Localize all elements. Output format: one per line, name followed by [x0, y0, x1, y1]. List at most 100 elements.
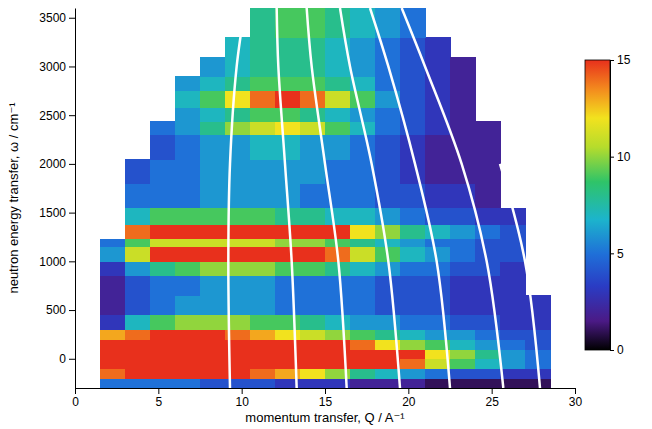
heatmap-cell: [150, 224, 176, 239]
trajectory-line: [500, 164, 540, 388]
trajectory-line: [340, 8, 400, 388]
colorbar-axis: 0 5 10 15: [610, 53, 631, 357]
heatmap-cell: [100, 349, 126, 359]
heatmap-cell: [300, 247, 326, 262]
heatmap-cell: [300, 208, 326, 225]
heatmap-cell: [500, 224, 526, 239]
y-tick: 3500: [39, 11, 75, 25]
heatmap-cell: [250, 208, 276, 225]
heatmap-cell: [125, 359, 151, 369]
heatmap-cell: [200, 107, 226, 121]
heatmap-cell: [425, 369, 451, 379]
heatmap-cell: [475, 349, 501, 359]
heatmap-cell: [125, 183, 151, 208]
heatmap-cell: [325, 208, 351, 225]
heatmap-cell: [325, 57, 351, 77]
colorbar-tick-label: 15: [617, 53, 631, 67]
heatmap-cell: [475, 369, 501, 379]
heatmap-cell: [125, 378, 151, 388]
heatmap-cell: [400, 208, 426, 225]
y-tick-mark: [69, 164, 75, 165]
heatmap-cell: [475, 239, 501, 247]
heatmap-cell: [275, 330, 301, 340]
x-tick: 5: [155, 388, 162, 409]
heatmap-cell: [175, 349, 201, 359]
heatmap-cell: [175, 247, 201, 262]
heatmap-cell: [475, 183, 501, 208]
heatmap-cell: [350, 37, 376, 57]
heatmap-cell: [200, 261, 226, 276]
heatmap-cell: [425, 183, 451, 208]
heatmap-cell: [125, 276, 151, 296]
heatmap-cell: [400, 359, 426, 369]
colorbar: [585, 60, 610, 350]
heatmap-cell: [525, 295, 551, 315]
heatmap-cell: [400, 369, 426, 379]
heatmap-cell: [350, 183, 376, 208]
colorbar-tick-label: 0: [617, 343, 624, 357]
heatmap-cell: [275, 107, 301, 121]
y-tick-mark: [69, 310, 75, 311]
heatmap-cell: [150, 378, 176, 388]
heatmap-cell: [400, 295, 426, 315]
y-tick: 2000: [39, 157, 75, 171]
heatmap-cell: [325, 349, 351, 359]
heatmap-cell: [250, 330, 276, 340]
heatmap-cell: [200, 295, 226, 315]
y-tick-mark: [69, 18, 75, 19]
y-tick-label: 3500: [39, 11, 66, 25]
heatmap-cell: [200, 315, 226, 330]
heatmap-cell: [175, 378, 201, 388]
heatmap-cell: [450, 91, 476, 108]
heatmap-cell: [275, 224, 301, 239]
heatmap-cell: [400, 276, 426, 296]
trajectory-line: [307, 8, 347, 388]
heatmap-cell: [500, 261, 526, 276]
heatmap-cell: [275, 8, 301, 38]
heatmap-cell: [425, 295, 451, 315]
colorbar-tick: 5: [610, 247, 624, 261]
heatmap-cell: [150, 369, 176, 379]
x-tick: 25: [485, 388, 499, 409]
heatmap-cell: [400, 247, 426, 262]
heatmap-cell: [425, 276, 451, 296]
heatmap-cell: [250, 378, 276, 388]
heatmap-cell: [300, 359, 326, 369]
y-tick-label: 1000: [39, 255, 66, 269]
heatmap-cell: [125, 295, 151, 315]
colorbar-tick-mark: [610, 350, 614, 351]
heatmap-cell: [525, 378, 551, 388]
plot-area: [100, 8, 551, 388]
x-tick-mark: [158, 388, 159, 394]
heatmap-cell: [100, 330, 126, 340]
heatmap-cell: [425, 159, 451, 184]
colorbar-tick-label: 10: [617, 150, 631, 164]
heatmap-cell: [200, 91, 226, 108]
heatmap-cell: [450, 378, 476, 388]
heatmap-cell: [325, 135, 351, 160]
x-tick-mark: [325, 388, 326, 394]
heatmap-cell: [275, 315, 301, 330]
heatmap-cell: [400, 315, 426, 330]
x-tick-mark: [492, 388, 493, 394]
heatmap-cell: [450, 330, 476, 340]
heatmap-cell: [250, 369, 276, 379]
heatmap-cell: [200, 224, 226, 239]
y-tick: 1500: [39, 206, 75, 220]
heatmap-cell: [450, 349, 476, 359]
heatmap-cell: [300, 339, 326, 349]
heatmap-cell: [200, 121, 226, 135]
heatmap-cell: [175, 276, 201, 296]
heatmap-cell: [125, 339, 151, 349]
heatmap-cell: [350, 349, 376, 359]
heatmap-cell: [150, 349, 176, 359]
heatmap-cell: [225, 135, 251, 160]
heatmap-cell: [150, 276, 176, 296]
heatmap-cell: [175, 107, 201, 121]
heatmap-cell: [125, 224, 151, 239]
heatmap-cell: [375, 135, 401, 160]
heatmap-cell: [500, 349, 526, 359]
heatmap-cell: [175, 76, 201, 91]
heatmap-cell: [250, 57, 276, 77]
x-tick-label: 0: [72, 395, 79, 409]
